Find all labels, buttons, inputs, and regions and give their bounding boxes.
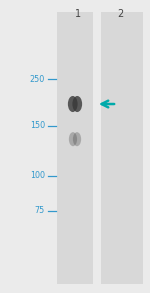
Ellipse shape [68,96,78,112]
Text: 2: 2 [117,9,123,19]
Bar [100,12,142,284]
Text: 75: 75 [35,207,45,215]
Ellipse shape [72,96,82,112]
Ellipse shape [69,132,77,146]
Text: 1: 1 [75,9,81,19]
Text: 150: 150 [30,122,45,130]
Text: 100: 100 [30,171,45,180]
Text: 250: 250 [30,75,45,84]
Ellipse shape [73,132,81,146]
Bar [57,12,93,284]
